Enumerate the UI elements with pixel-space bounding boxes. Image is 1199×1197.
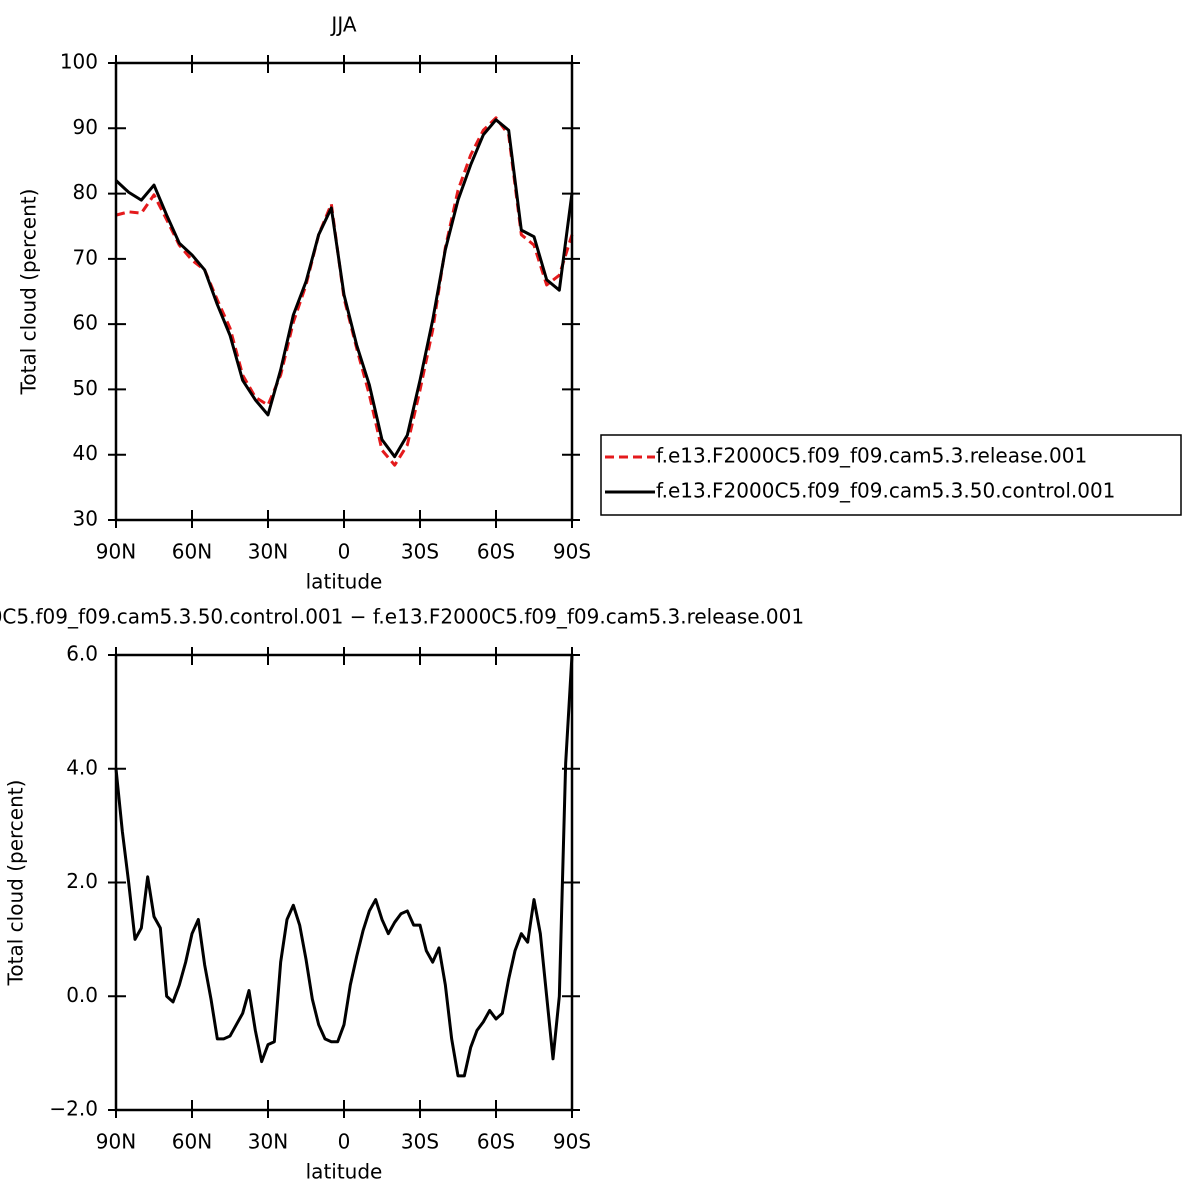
- y-tick-label: 80: [73, 180, 98, 204]
- x-tick-label: 90S: [553, 1130, 591, 1154]
- x-tick-label: 0: [338, 540, 351, 564]
- x-tick-label: 90N: [96, 540, 136, 564]
- panel: f.e13.F2000C5.f09_f09.cam5.3.50.control.…: [0, 605, 804, 1184]
- y-tick-label: −2.0: [49, 1097, 98, 1121]
- chart-title: JJA: [329, 13, 356, 37]
- y-tick-label: 30: [73, 507, 98, 531]
- y-tick-label: 40: [73, 441, 98, 465]
- legend-box: [600, 434, 1182, 516]
- x-tick-label: 30S: [401, 540, 439, 564]
- x-tick-label: 60S: [477, 540, 515, 564]
- chart-title: f.e13.F2000C5.f09_f09.cam5.3.50.control.…: [0, 605, 804, 629]
- plot-frame: [114, 653, 574, 1112]
- legend-label: f.e13.F2000C5.f09_f09.cam5.3.50.control.…: [656, 479, 1115, 503]
- panel: JJA latitude Total cloud (percent) 30 40 50 60…: [17, 13, 1182, 594]
- x-tick-label: 30N: [248, 1130, 288, 1154]
- y-axis-label: Total cloud (percent): [17, 189, 41, 396]
- x-axis-label: latitude: [306, 1160, 383, 1184]
- series-line: [114, 118, 574, 459]
- x-tick-label: 0: [338, 1130, 351, 1154]
- y-axis-label: Total cloud (percent): [4, 780, 28, 987]
- y-tick-label: 2.0: [66, 869, 98, 893]
- y-tick-label: 90: [73, 115, 98, 139]
- series-line: [114, 654, 574, 1078]
- plot-frame: [114, 61, 574, 522]
- y-tick-label: 60: [73, 311, 98, 335]
- y-tick-label: 70: [73, 245, 98, 269]
- y-tick-label: 6.0: [66, 642, 98, 666]
- x-tick-label: 90S: [553, 540, 591, 564]
- y-tick-label: 0.0: [66, 983, 98, 1007]
- series-line: [115, 116, 574, 467]
- x-tick-label: 30S: [401, 1130, 439, 1154]
- x-tick-label: 60N: [172, 1130, 212, 1154]
- y-tick-label: 50: [73, 376, 98, 400]
- y-tick-label: 100: [60, 50, 98, 74]
- x-tick-label: 60S: [477, 1130, 515, 1154]
- y-tick-label: 4.0: [66, 755, 98, 779]
- x-tick-label: 60N: [172, 540, 212, 564]
- x-tick-label: 30N: [248, 540, 288, 564]
- x-tick-label: 90N: [96, 1130, 136, 1154]
- legend-label: f.e13.F2000C5.f09_f09.cam5.3.release.001: [656, 444, 1087, 468]
- x-axis-label: latitude: [306, 570, 383, 594]
